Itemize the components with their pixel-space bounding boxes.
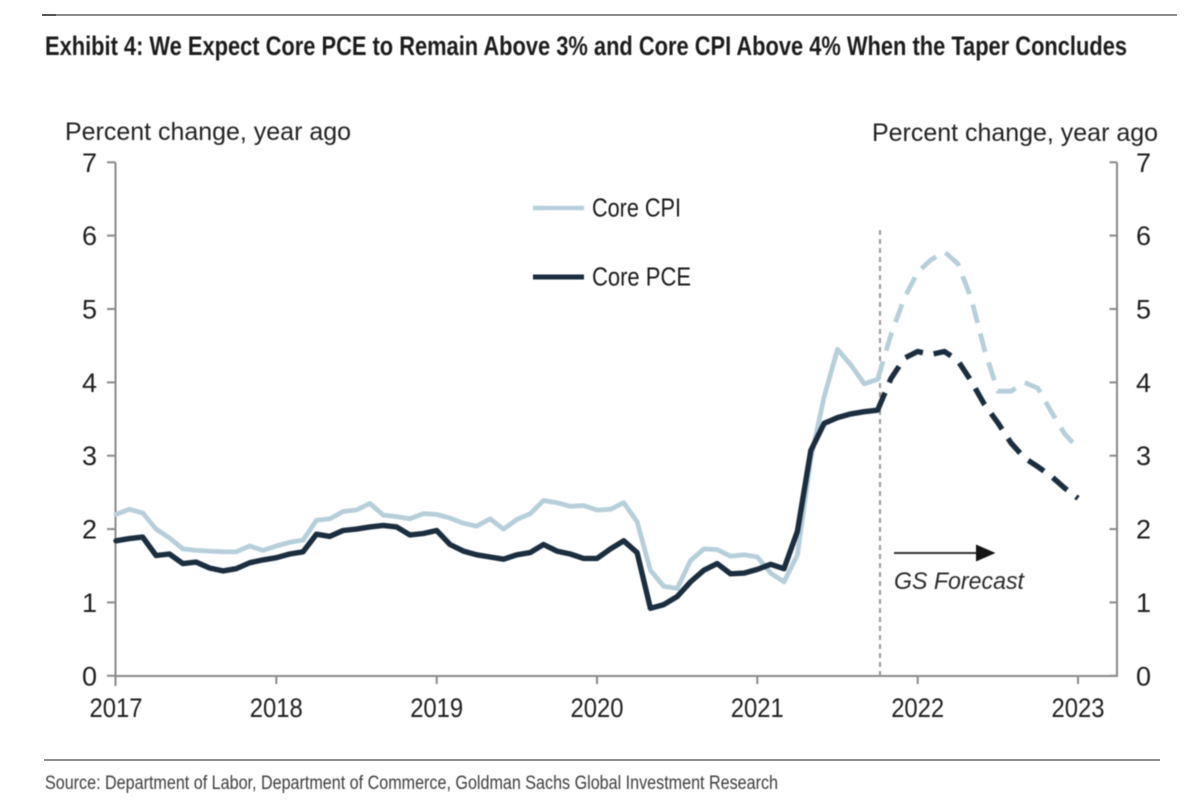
svg-text:2021: 2021 bbox=[731, 693, 784, 723]
svg-text:1: 1 bbox=[82, 588, 97, 618]
svg-text:5: 5 bbox=[82, 295, 97, 325]
svg-text:Core CPI: Core CPI bbox=[592, 193, 681, 223]
svg-text:1: 1 bbox=[1136, 588, 1151, 618]
svg-text:Percent change, year ago: Percent change, year ago bbox=[65, 118, 351, 146]
svg-text:GS Forecast: GS Forecast bbox=[894, 568, 1025, 595]
svg-text:Source: Department of Labor, D: Source: Department of Labor, Department … bbox=[45, 773, 778, 794]
svg-text:2020: 2020 bbox=[571, 693, 624, 723]
svg-text:2: 2 bbox=[1136, 515, 1151, 545]
svg-text:6: 6 bbox=[82, 221, 97, 251]
svg-text:2019: 2019 bbox=[410, 693, 463, 723]
svg-text:2018: 2018 bbox=[250, 693, 303, 723]
svg-text:2: 2 bbox=[82, 515, 97, 545]
svg-text:2023: 2023 bbox=[1052, 693, 1105, 723]
svg-text:Core PCE: Core PCE bbox=[592, 262, 691, 292]
svg-text:3: 3 bbox=[82, 441, 97, 471]
svg-text:5: 5 bbox=[1136, 295, 1151, 325]
svg-text:3: 3 bbox=[1136, 441, 1151, 471]
svg-text:Exhibit 4: We Expect Core PCE: Exhibit 4: We Expect Core PCE to Remain … bbox=[45, 31, 1127, 61]
svg-text:0: 0 bbox=[1136, 661, 1151, 691]
svg-text:4: 4 bbox=[1136, 368, 1151, 398]
svg-text:6: 6 bbox=[1136, 221, 1151, 251]
svg-text:2017: 2017 bbox=[90, 693, 143, 723]
svg-text:Percent change, year ago: Percent change, year ago bbox=[872, 119, 1158, 147]
svg-text:4: 4 bbox=[82, 368, 97, 398]
svg-text:7: 7 bbox=[1136, 148, 1151, 178]
svg-text:0: 0 bbox=[82, 661, 97, 691]
svg-text:2022: 2022 bbox=[891, 693, 944, 723]
svg-text:7: 7 bbox=[82, 148, 97, 178]
